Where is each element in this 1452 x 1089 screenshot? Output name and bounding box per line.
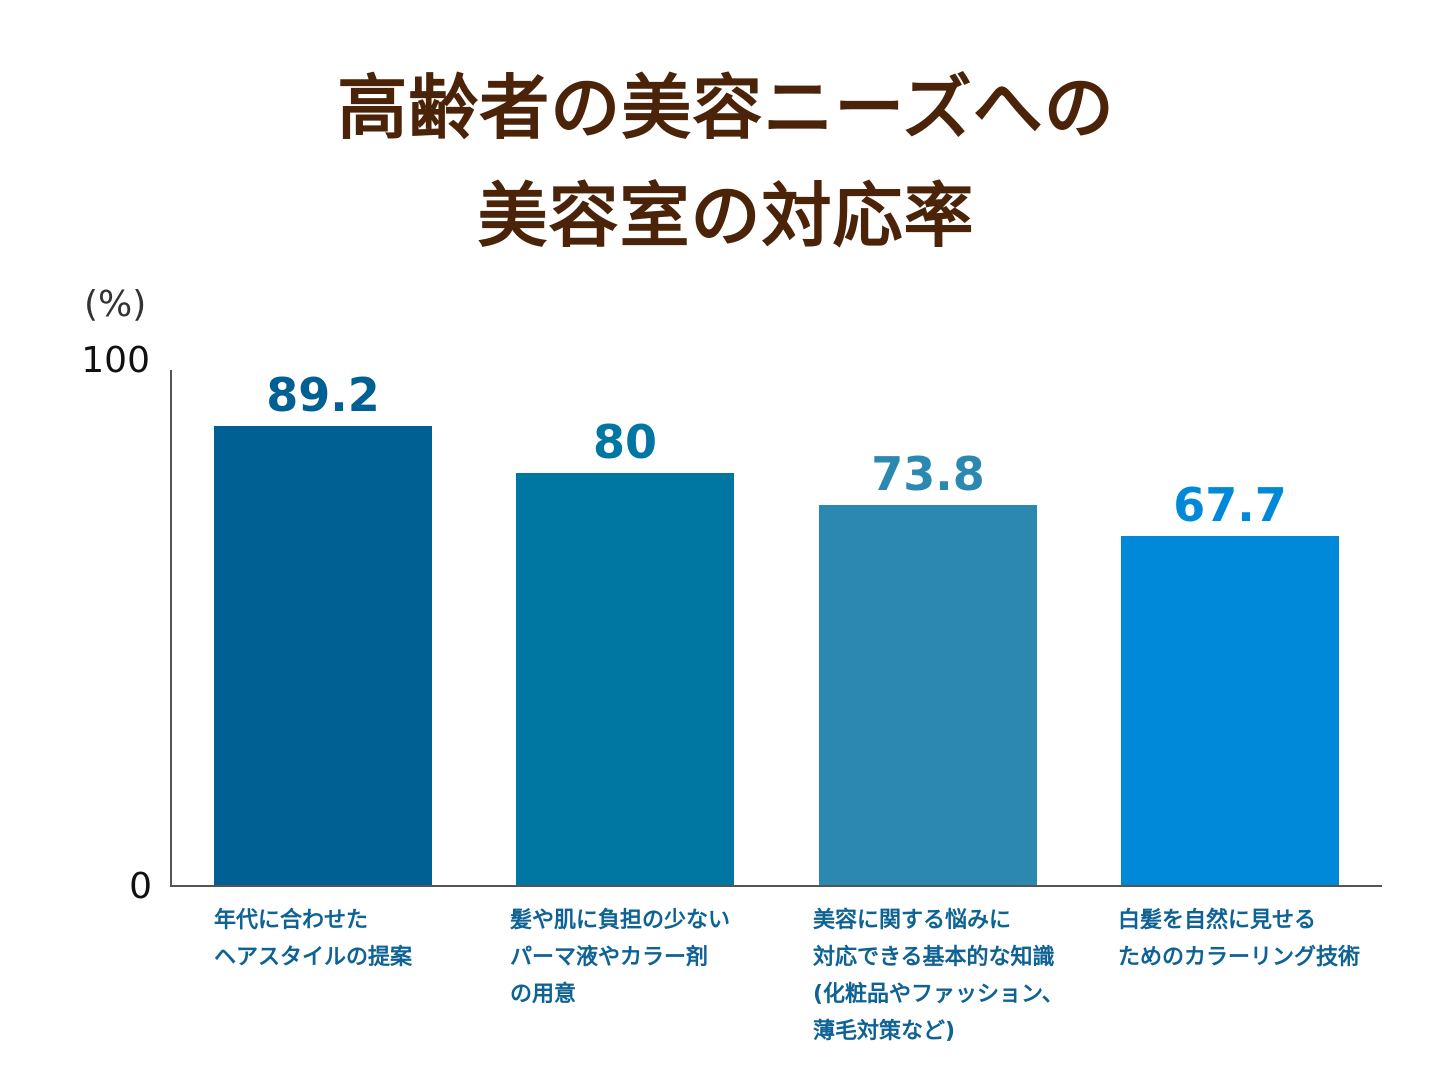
y-axis-line — [170, 370, 172, 886]
bar-4 — [1121, 536, 1339, 885]
category-label-4: 白髪を自然に見せるためのカラーリング技術 — [1118, 902, 1428, 976]
category-label-3: 美容に関する悩みに対応できる基本的な知識 (化粧品やファッション、 薄毛対策など) — [813, 902, 1123, 1050]
y-tick-label-min: 0 — [129, 866, 152, 907]
bar-2 — [516, 473, 734, 885]
category-label-line: ためのカラーリング技術 — [1118, 945, 1361, 970]
bar-value-label-2: 80 — [592, 415, 657, 469]
y-tick-label-max: 100 — [81, 340, 150, 381]
category-label-line: (化粧品やファッション、 — [813, 982, 1064, 1007]
category-label-line: 美容に関する悩みに — [813, 908, 1012, 933]
bar-value-label-3: 73.8 — [871, 446, 985, 501]
category-label-line: 白髪を自然に見せる — [1118, 908, 1317, 933]
category-label-line: 対応できる基本的な知識 — [813, 945, 1055, 970]
chart-title-line-2: 美容室の対応率 — [477, 175, 975, 257]
bar-3 — [819, 504, 1037, 885]
chart-title-line-1: 高齢者の美容ニーズへの — [337, 67, 1115, 149]
category-label-line: 年代に合わせた — [214, 908, 369, 933]
bar-value-label-1: 89.2 — [266, 367, 380, 422]
category-label-line: 薄毛対策など) — [813, 1019, 956, 1044]
y-axis-unit-label: (%) — [84, 284, 147, 325]
category-label-2: 髪や肌に負担の少ない パーマ液やカラー剤 の用意 — [510, 902, 820, 1013]
category-label-line: パーマ液やカラー剤 — [510, 945, 709, 970]
category-label-line: 髪や肌に負担の少ない — [510, 908, 731, 933]
bar-value-label-4: 67.7 — [1173, 478, 1287, 533]
category-label-line: ヘアスタイルの提案 — [214, 945, 413, 970]
category-label-1: 年代に合わせたヘアスタイルの提案 — [214, 902, 524, 976]
x-axis-line — [170, 885, 1382, 887]
bar-1 — [214, 425, 432, 885]
category-label-line: の用意 — [510, 982, 577, 1007]
